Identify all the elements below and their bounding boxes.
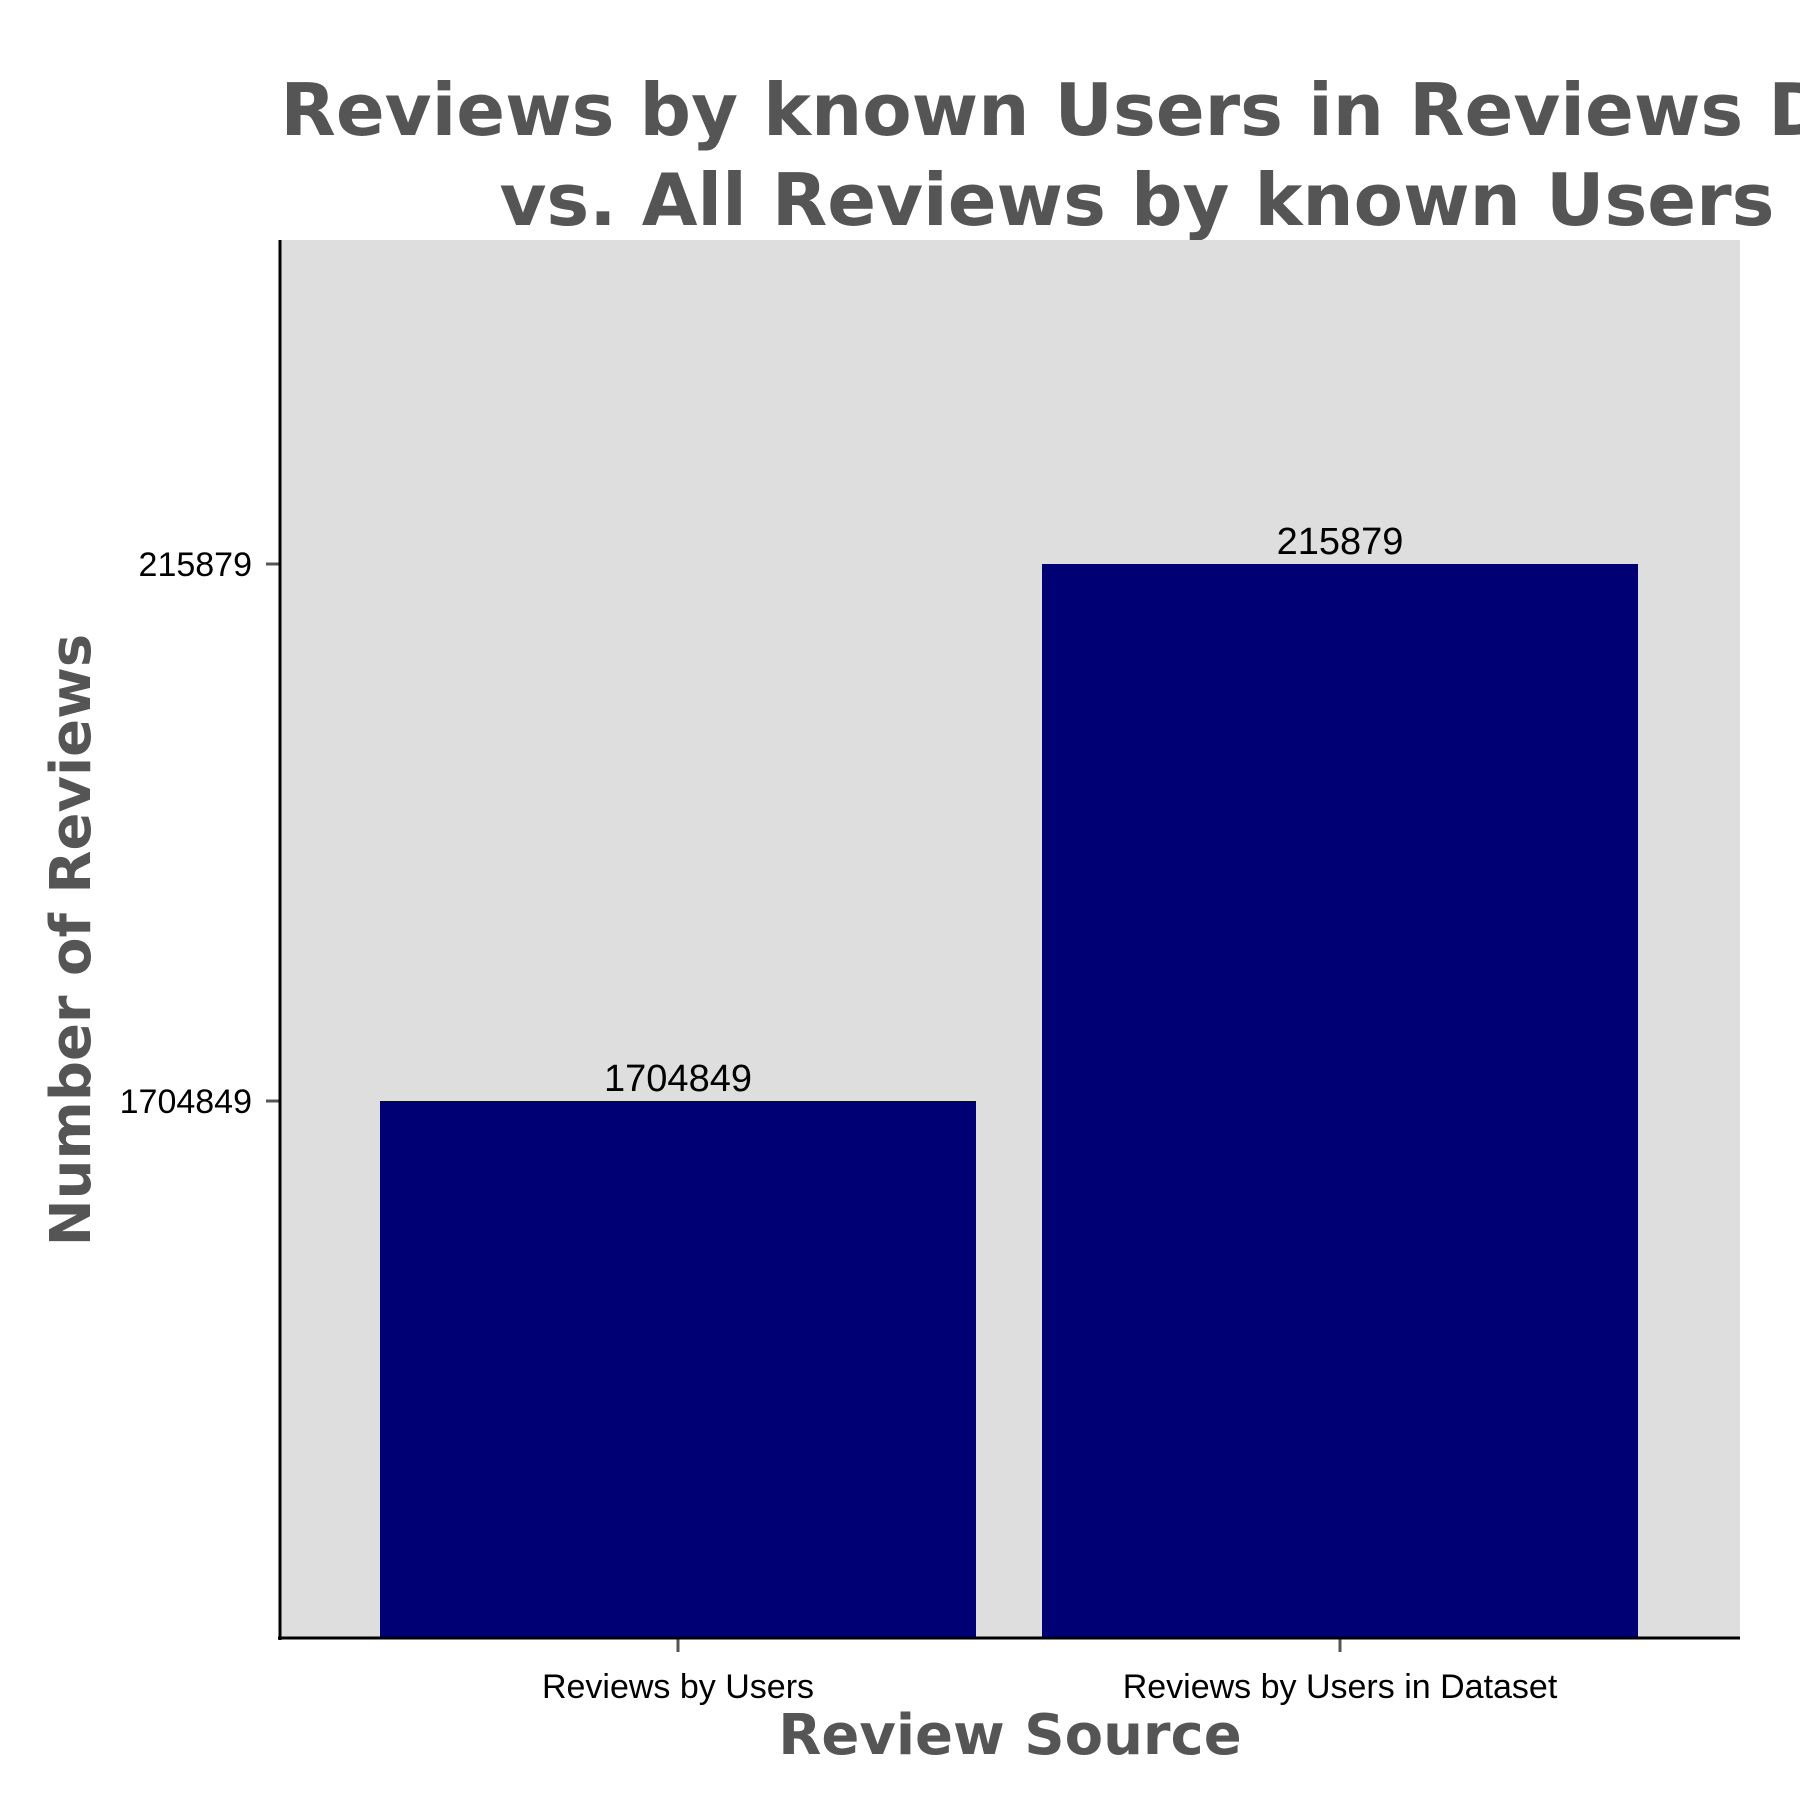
bar-value-label-2: 215879 [1277,521,1404,563]
chart-title-line-2: vs. All Reviews by known Users [499,158,1774,242]
x-axis-title: Review Source [778,1703,1241,1768]
y-tick-label-1: 1704849 [120,1083,252,1121]
bar-2 [1042,564,1638,1638]
data-labels-group: 1704849 215879 [604,521,1403,1100]
bars-group [380,564,1638,1638]
y-tick-label-2: 215879 [139,546,252,584]
y-axis-ticks: 1704849 215879 [120,546,280,1121]
bar-1 [380,1101,976,1638]
y-axis-title: Number of Reviews [39,634,104,1246]
x-tick-label-1: Reviews by Users [542,1668,814,1706]
chart-title-line-1: Reviews by known Users in Reviews Data [280,68,1800,152]
x-axis-ticks: Reviews by Users Reviews by Users in Data… [542,1638,1558,1706]
chart-title: Reviews by known Users in Reviews Data v… [280,68,1800,242]
x-tick-label-2: Reviews by Users in Dataset [1123,1668,1558,1706]
bar-value-label-1: 1704849 [604,1058,752,1100]
